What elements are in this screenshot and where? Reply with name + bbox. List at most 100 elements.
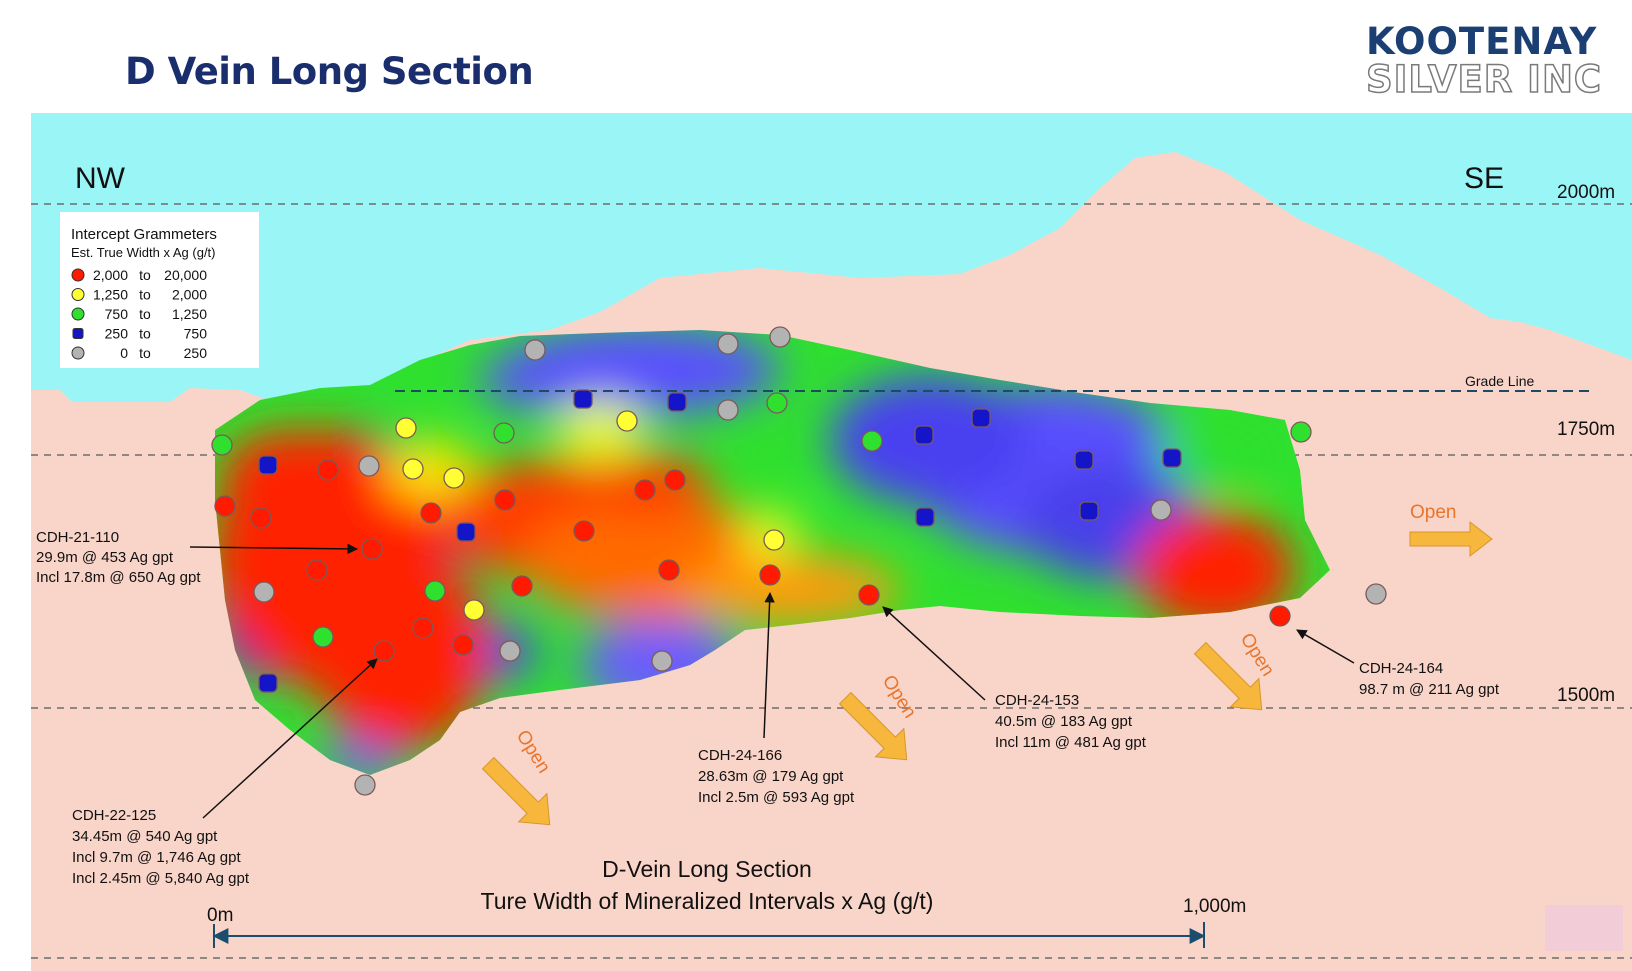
scale-end-label: 1,000m [1183, 896, 1246, 917]
drill-hole-marker [424, 580, 446, 602]
drill-hole-marker [511, 575, 533, 597]
callout-line: CDH-22-125 [72, 807, 156, 824]
open-arrow-east: Open [1409, 502, 1493, 558]
callout-line: CDH-24-164 [1359, 660, 1443, 677]
drill-hole-marker [717, 333, 739, 355]
leader-cdh-21-110 [189, 543, 359, 555]
drill-hole-marker [402, 458, 424, 480]
open-label-east: Open [1410, 502, 1456, 523]
logo-line-1: KOOTENAY [1366, 20, 1598, 63]
drill-hole-marker [1269, 605, 1291, 627]
callout-line: 29.9m @ 453 Ag gpt [36, 549, 174, 566]
callout-line: Incl 17.8m @ 650 Ag gpt [36, 569, 201, 586]
open-arrow-3 [1193, 641, 1263, 711]
drill-hole-marker [1150, 499, 1172, 521]
legend-range-text: 20,000 [164, 267, 207, 283]
leader-cdh-24-164 [1296, 629, 1355, 664]
drill-hole-marker [258, 673, 278, 693]
callout-line: Incl 9.7m @ 1,746 Ag gpt [72, 849, 241, 866]
callout-line: CDH-24-166 [698, 747, 782, 764]
legend-range-text: to [139, 306, 151, 322]
elevation-label-1750: 1750m [1557, 419, 1615, 440]
drill-hole-marker [312, 626, 334, 648]
drill-hole-marker [717, 399, 739, 421]
drill-hole-marker [573, 520, 595, 542]
callout-line: CDH-21-110 [36, 529, 119, 546]
drill-hole-marker [971, 408, 991, 428]
leader-cdh-22-125 [202, 658, 378, 819]
direction-nw: NW [75, 162, 126, 195]
callout-line: CDH-24-153 [995, 692, 1079, 709]
drill-hole-marker [1290, 421, 1312, 443]
drill-hole-marker [317, 459, 339, 481]
corner-patch [1545, 905, 1623, 951]
elevation-label-1500: 1500m [1557, 685, 1615, 706]
drill-hole-marker [214, 495, 236, 517]
drill-hole-marker [250, 507, 272, 529]
callout-line: Incl 11m @ 481 Ag gpt [995, 734, 1147, 751]
legend-range-text: 750 [105, 306, 129, 322]
drill-hole-marker [456, 522, 476, 542]
drill-hole-marker [1162, 448, 1182, 468]
callout-line: 98.7 m @ 211 Ag gpt [1359, 681, 1500, 698]
callout-cdh-21-110: CDH-21-110 29.9m @ 453 Ag gpt Incl 17.8m… [36, 529, 201, 586]
drill-hole-marker [861, 430, 883, 452]
drill-hole-marker [915, 507, 935, 527]
open-arrow-1 [481, 756, 551, 826]
legend-swatch [71, 346, 85, 360]
drill-hole-marker [573, 389, 593, 409]
callout-cdh-22-125: CDH-22-125 34.45m @ 540 Ag gpt Incl 9.7m… [72, 807, 250, 887]
drill-hole-marker [420, 502, 442, 524]
drill-hole-marker [494, 489, 516, 511]
legend-box [60, 212, 259, 368]
drill-hole-marker [667, 392, 687, 412]
drill-hole-marker [766, 392, 788, 414]
elevation-label-2000: 2000m [1557, 182, 1615, 203]
drill-hole-marker [258, 455, 278, 475]
drill-hole-marker [658, 559, 680, 581]
drill-hole-marker [373, 640, 395, 662]
legend-swatch [71, 268, 85, 282]
caption-title: D-Vein Long Section [602, 856, 812, 882]
callout-cdh-24-164: CDH-24-164 98.7 m @ 211 Ag gpt [1359, 660, 1500, 698]
legend-title: Intercept Grammeters [71, 226, 217, 243]
caption-subtitle: Ture Width of Mineralized Intervals x Ag… [481, 888, 934, 914]
legend-range-text: 2,000 [172, 287, 207, 303]
callout-cdh-24-166: CDH-24-166 28.63m @ 179 Ag gpt Incl 2.5m… [698, 747, 855, 806]
legend-subtitle: Est. True Width x Ag (g/t) [71, 245, 216, 260]
drill-hole-marker [463, 599, 485, 621]
direction-se: SE [1464, 162, 1504, 195]
legend-swatch [71, 307, 85, 321]
legend-range-text: 1,250 [172, 306, 207, 322]
legend-range-text: 2,000 [93, 267, 128, 283]
callout-leaders [189, 543, 1355, 819]
drill-hole-marker [1365, 583, 1387, 605]
drill-hole-marker [253, 581, 275, 603]
scale-bar: 0m 1,000m [207, 896, 1246, 948]
drill-hole-marker [763, 529, 785, 551]
drill-hole-marker [499, 640, 521, 662]
drill-hole-marker [361, 538, 383, 560]
drill-hole-marker [1074, 450, 1094, 470]
drill-hole-marker [395, 417, 417, 439]
callout-line: 34.45m @ 540 Ag gpt [72, 828, 218, 845]
open-arrow-2 [838, 691, 908, 761]
logo-line-2: SILVER INC [1365, 58, 1603, 101]
drill-hole-marker [664, 469, 686, 491]
drill-hole-marker [358, 455, 380, 477]
leader-cdh-24-153 [882, 606, 986, 701]
page-title: D Vein Long Section [125, 50, 534, 93]
callout-line: Incl 2.5m @ 593 Ag gpt [698, 789, 855, 806]
drill-hole-marker [634, 479, 656, 501]
legend-range-text: 750 [184, 326, 208, 342]
legend-range-text: 0 [120, 345, 128, 361]
drill-hole-marker [651, 650, 673, 672]
drill-hole-marker [1079, 501, 1099, 521]
drill-hole-marker [306, 559, 328, 581]
company-logo: KOOTENAY SILVER INC [1365, 20, 1626, 101]
legend-rows: 2,000 to 20,000 1,250 to 2,000 750 to 1,250 250 to… [71, 267, 208, 361]
legend-swatch [71, 288, 85, 301]
callout-line: Incl 2.45m @ 5,840 Ag gpt [72, 870, 250, 887]
callout-line: 28.63m @ 179 Ag gpt [698, 768, 844, 785]
